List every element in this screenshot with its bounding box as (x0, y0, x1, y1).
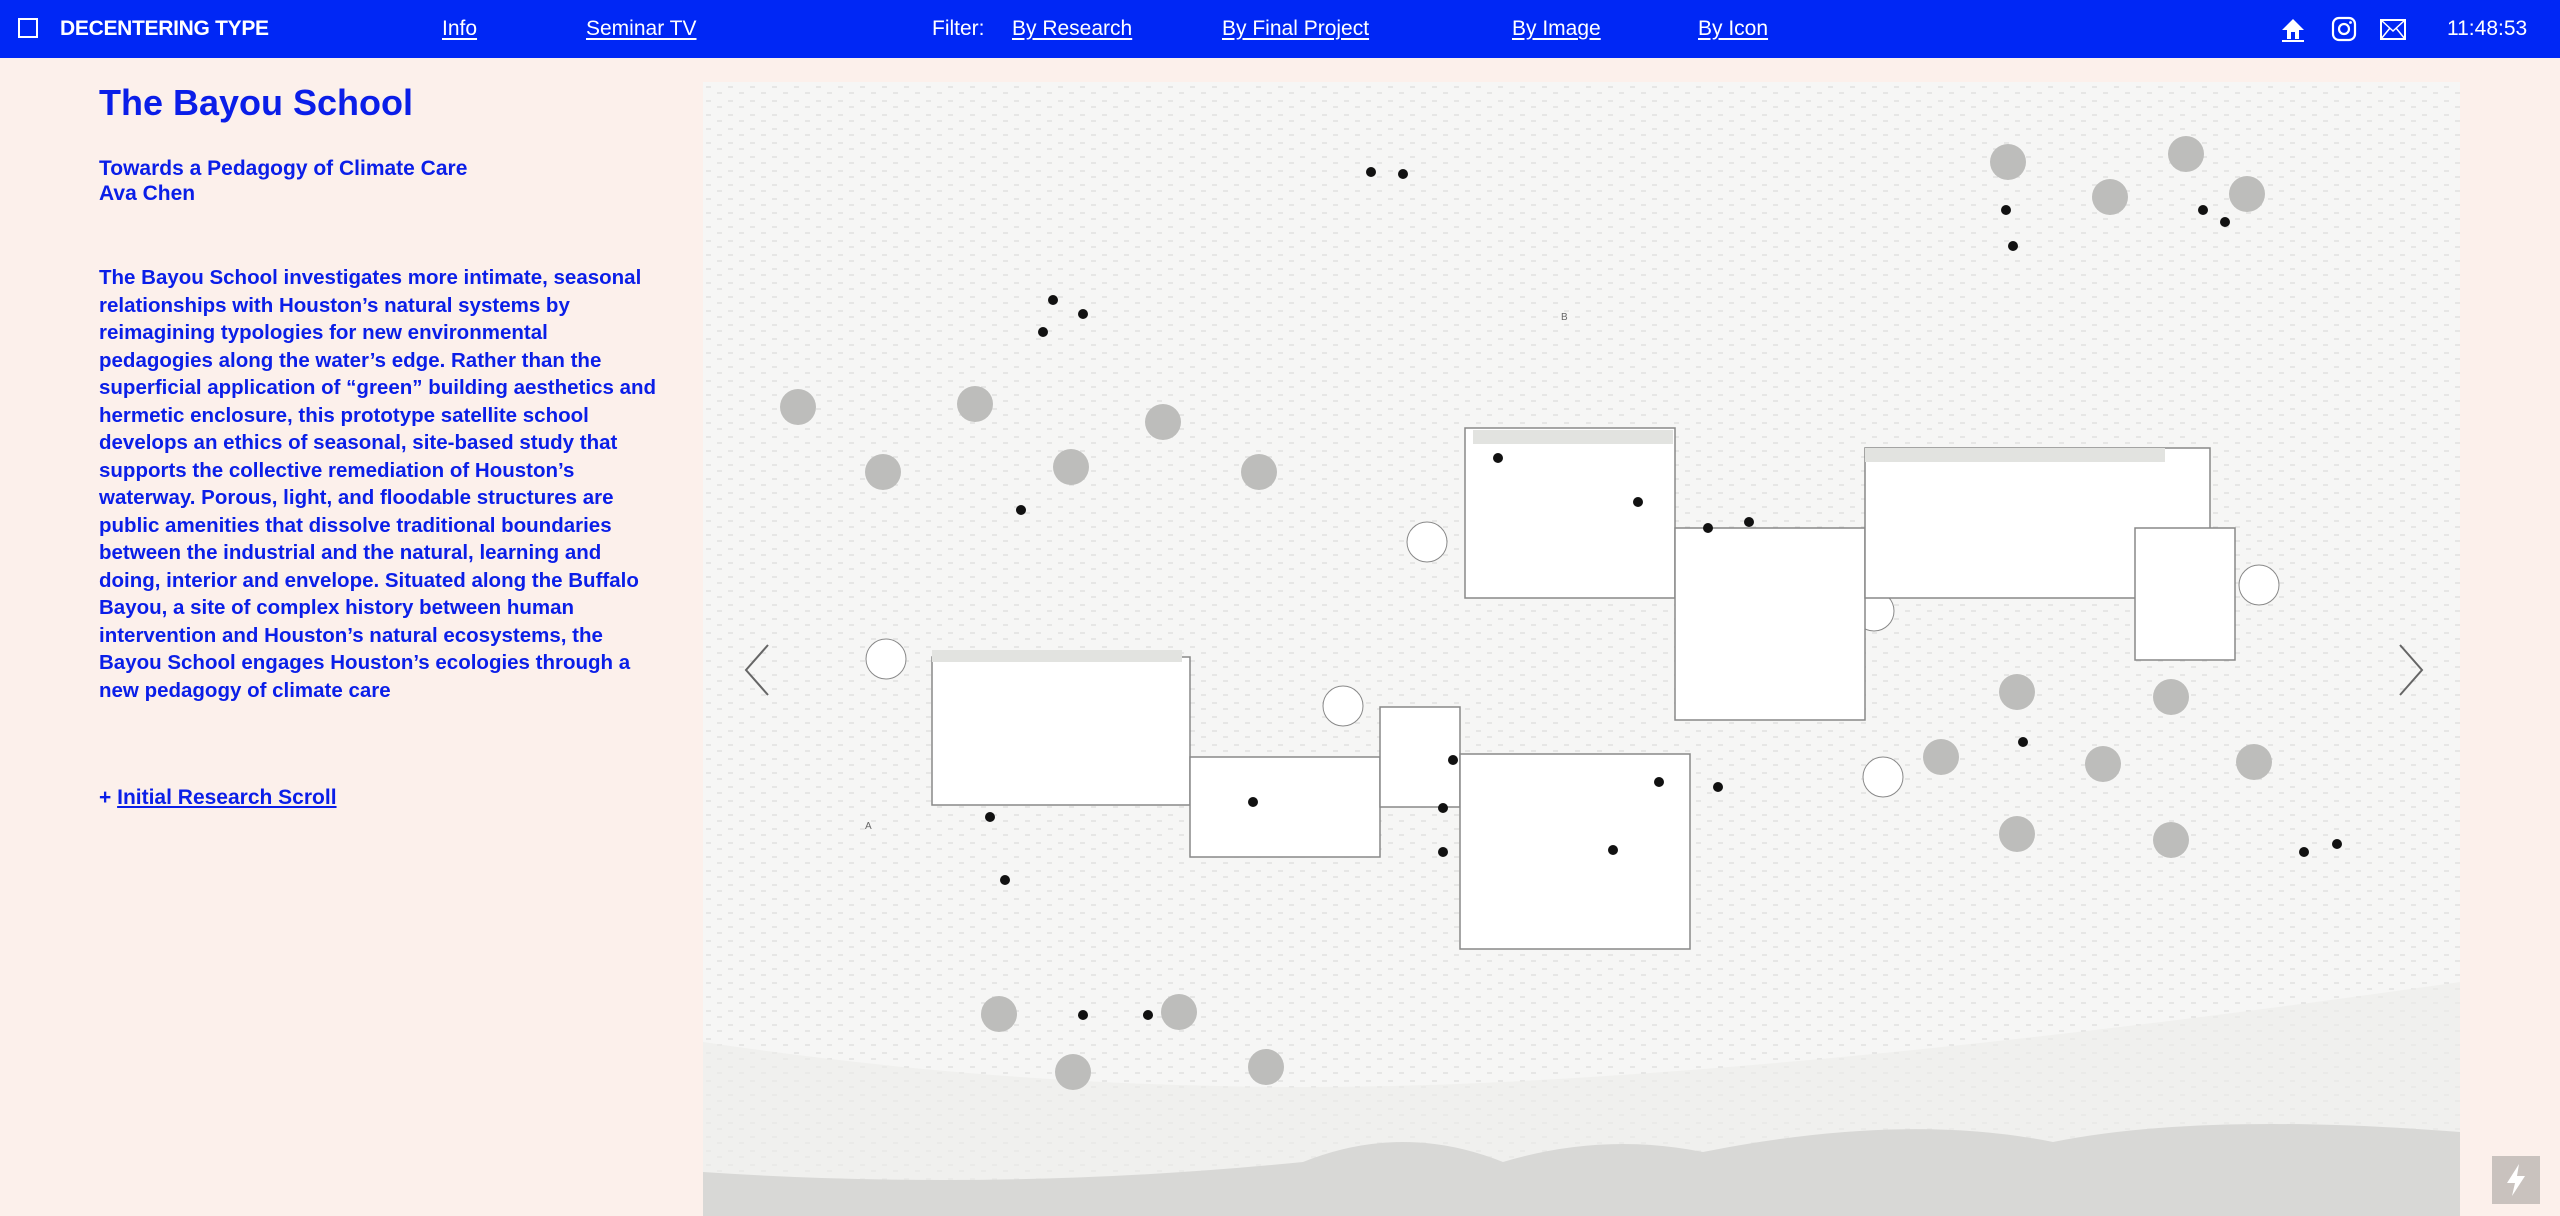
person-figure (2220, 217, 2230, 227)
person-figure (1438, 803, 1448, 813)
tree (2236, 744, 2272, 780)
tree (2085, 746, 2121, 782)
person-figure (1248, 797, 1258, 807)
project-author: Ava Chen (99, 182, 196, 205)
menu-toggle-checkbox[interactable] (18, 18, 38, 38)
person-figure (1000, 875, 1010, 885)
lightning-icon (2507, 1164, 2525, 1196)
person-figure (1038, 327, 1048, 337)
filter-by-research[interactable]: By Research (1012, 17, 1133, 40)
person-figure (1654, 777, 1664, 787)
building-lower (931, 650, 1691, 950)
person-figure (1398, 169, 1408, 179)
nav-seminar-tv[interactable]: Seminar TV (586, 17, 697, 40)
tree-trunk-circle (865, 638, 907, 680)
tree (865, 454, 901, 490)
person-figure (2018, 737, 2028, 747)
project-subtitle: Towards a Pedagogy of Climate Care (99, 157, 468, 180)
tree (2153, 822, 2189, 858)
person-figure (1438, 847, 1448, 857)
project-meta: Towards a Pedagogy of Climate Care Ava C… (99, 156, 467, 206)
tree-trunk-circle (2238, 564, 2280, 606)
project-image-site-plan: B A (703, 82, 2460, 1216)
tree-trunk-circle (1862, 756, 1904, 798)
person-figure (1448, 755, 1458, 765)
person-figure (1078, 1010, 1088, 1020)
instagram-icon[interactable] (2331, 16, 2357, 42)
person-figure (1713, 782, 1723, 792)
tree (1248, 1049, 1284, 1085)
person-figure (1016, 505, 1026, 515)
person-figure (2001, 205, 2011, 215)
tree (1999, 816, 2035, 852)
filter-by-final-project[interactable]: By Final Project (1222, 17, 1370, 40)
filter-label: Filter: (932, 17, 985, 40)
tree (2168, 136, 2204, 172)
tree (1053, 449, 1089, 485)
person-figure (2198, 205, 2208, 215)
tree (1055, 1054, 1091, 1090)
tree (2229, 176, 2265, 212)
tree (2092, 179, 2128, 215)
research-scroll-link-row: + Initial Research Scroll (99, 786, 337, 810)
chevron-right-icon[interactable] (2390, 640, 2430, 700)
chevron-left-icon[interactable] (738, 640, 778, 700)
tree (1145, 404, 1181, 440)
person-figure (1493, 453, 1503, 463)
person-figure (2008, 241, 2018, 251)
initial-research-scroll-link[interactable]: Initial Research Scroll (117, 786, 337, 809)
section-label-b: B (1561, 312, 1568, 323)
tree (957, 386, 993, 422)
site-brand[interactable]: DECENTERING TYPE (60, 17, 269, 40)
tree (1990, 144, 2026, 180)
tree (981, 996, 1017, 1032)
tree (1923, 739, 1959, 775)
section-label-a: A (865, 821, 872, 832)
home-icon[interactable] (2280, 16, 2306, 42)
top-nav-bar: DECENTERING TYPE Info Seminar TV Filter:… (0, 0, 2560, 58)
filter-by-icon[interactable]: By Icon (1698, 17, 1769, 40)
person-figure (2332, 839, 2342, 849)
tree-trunk-circle (1322, 685, 1364, 727)
tree (1161, 994, 1197, 1030)
person-figure (1143, 1010, 1153, 1020)
site-plan-drawing: B A (703, 82, 2460, 1216)
person-figure (985, 812, 995, 822)
filter-by-image[interactable]: By Image (1512, 17, 1601, 40)
person-figure (1608, 845, 1618, 855)
person-figure (1703, 523, 1713, 533)
bayou-water (703, 1124, 2460, 1216)
tree (780, 389, 816, 425)
mail-icon[interactable] (2380, 16, 2406, 42)
tree (1241, 454, 1277, 490)
plus-prefix: + (99, 786, 118, 809)
tree (1999, 674, 2035, 710)
person-figure (1366, 167, 1376, 177)
project-title: The Bayou School (99, 82, 414, 123)
tree (2153, 679, 2189, 715)
person-figure (1633, 497, 1643, 507)
building-upper (1464, 427, 2236, 721)
person-figure (1744, 517, 1754, 527)
project-description: The Bayou School investigates more intim… (99, 266, 657, 702)
clock: 11:48:53 (2447, 17, 2528, 40)
person-figure (2299, 847, 2309, 857)
tree-trunk-circle (1406, 521, 1448, 563)
person-figure (1048, 295, 1058, 305)
nav-info[interactable]: Info (442, 17, 478, 40)
lightning-button[interactable] (2492, 1156, 2540, 1204)
person-figure (1078, 309, 1088, 319)
